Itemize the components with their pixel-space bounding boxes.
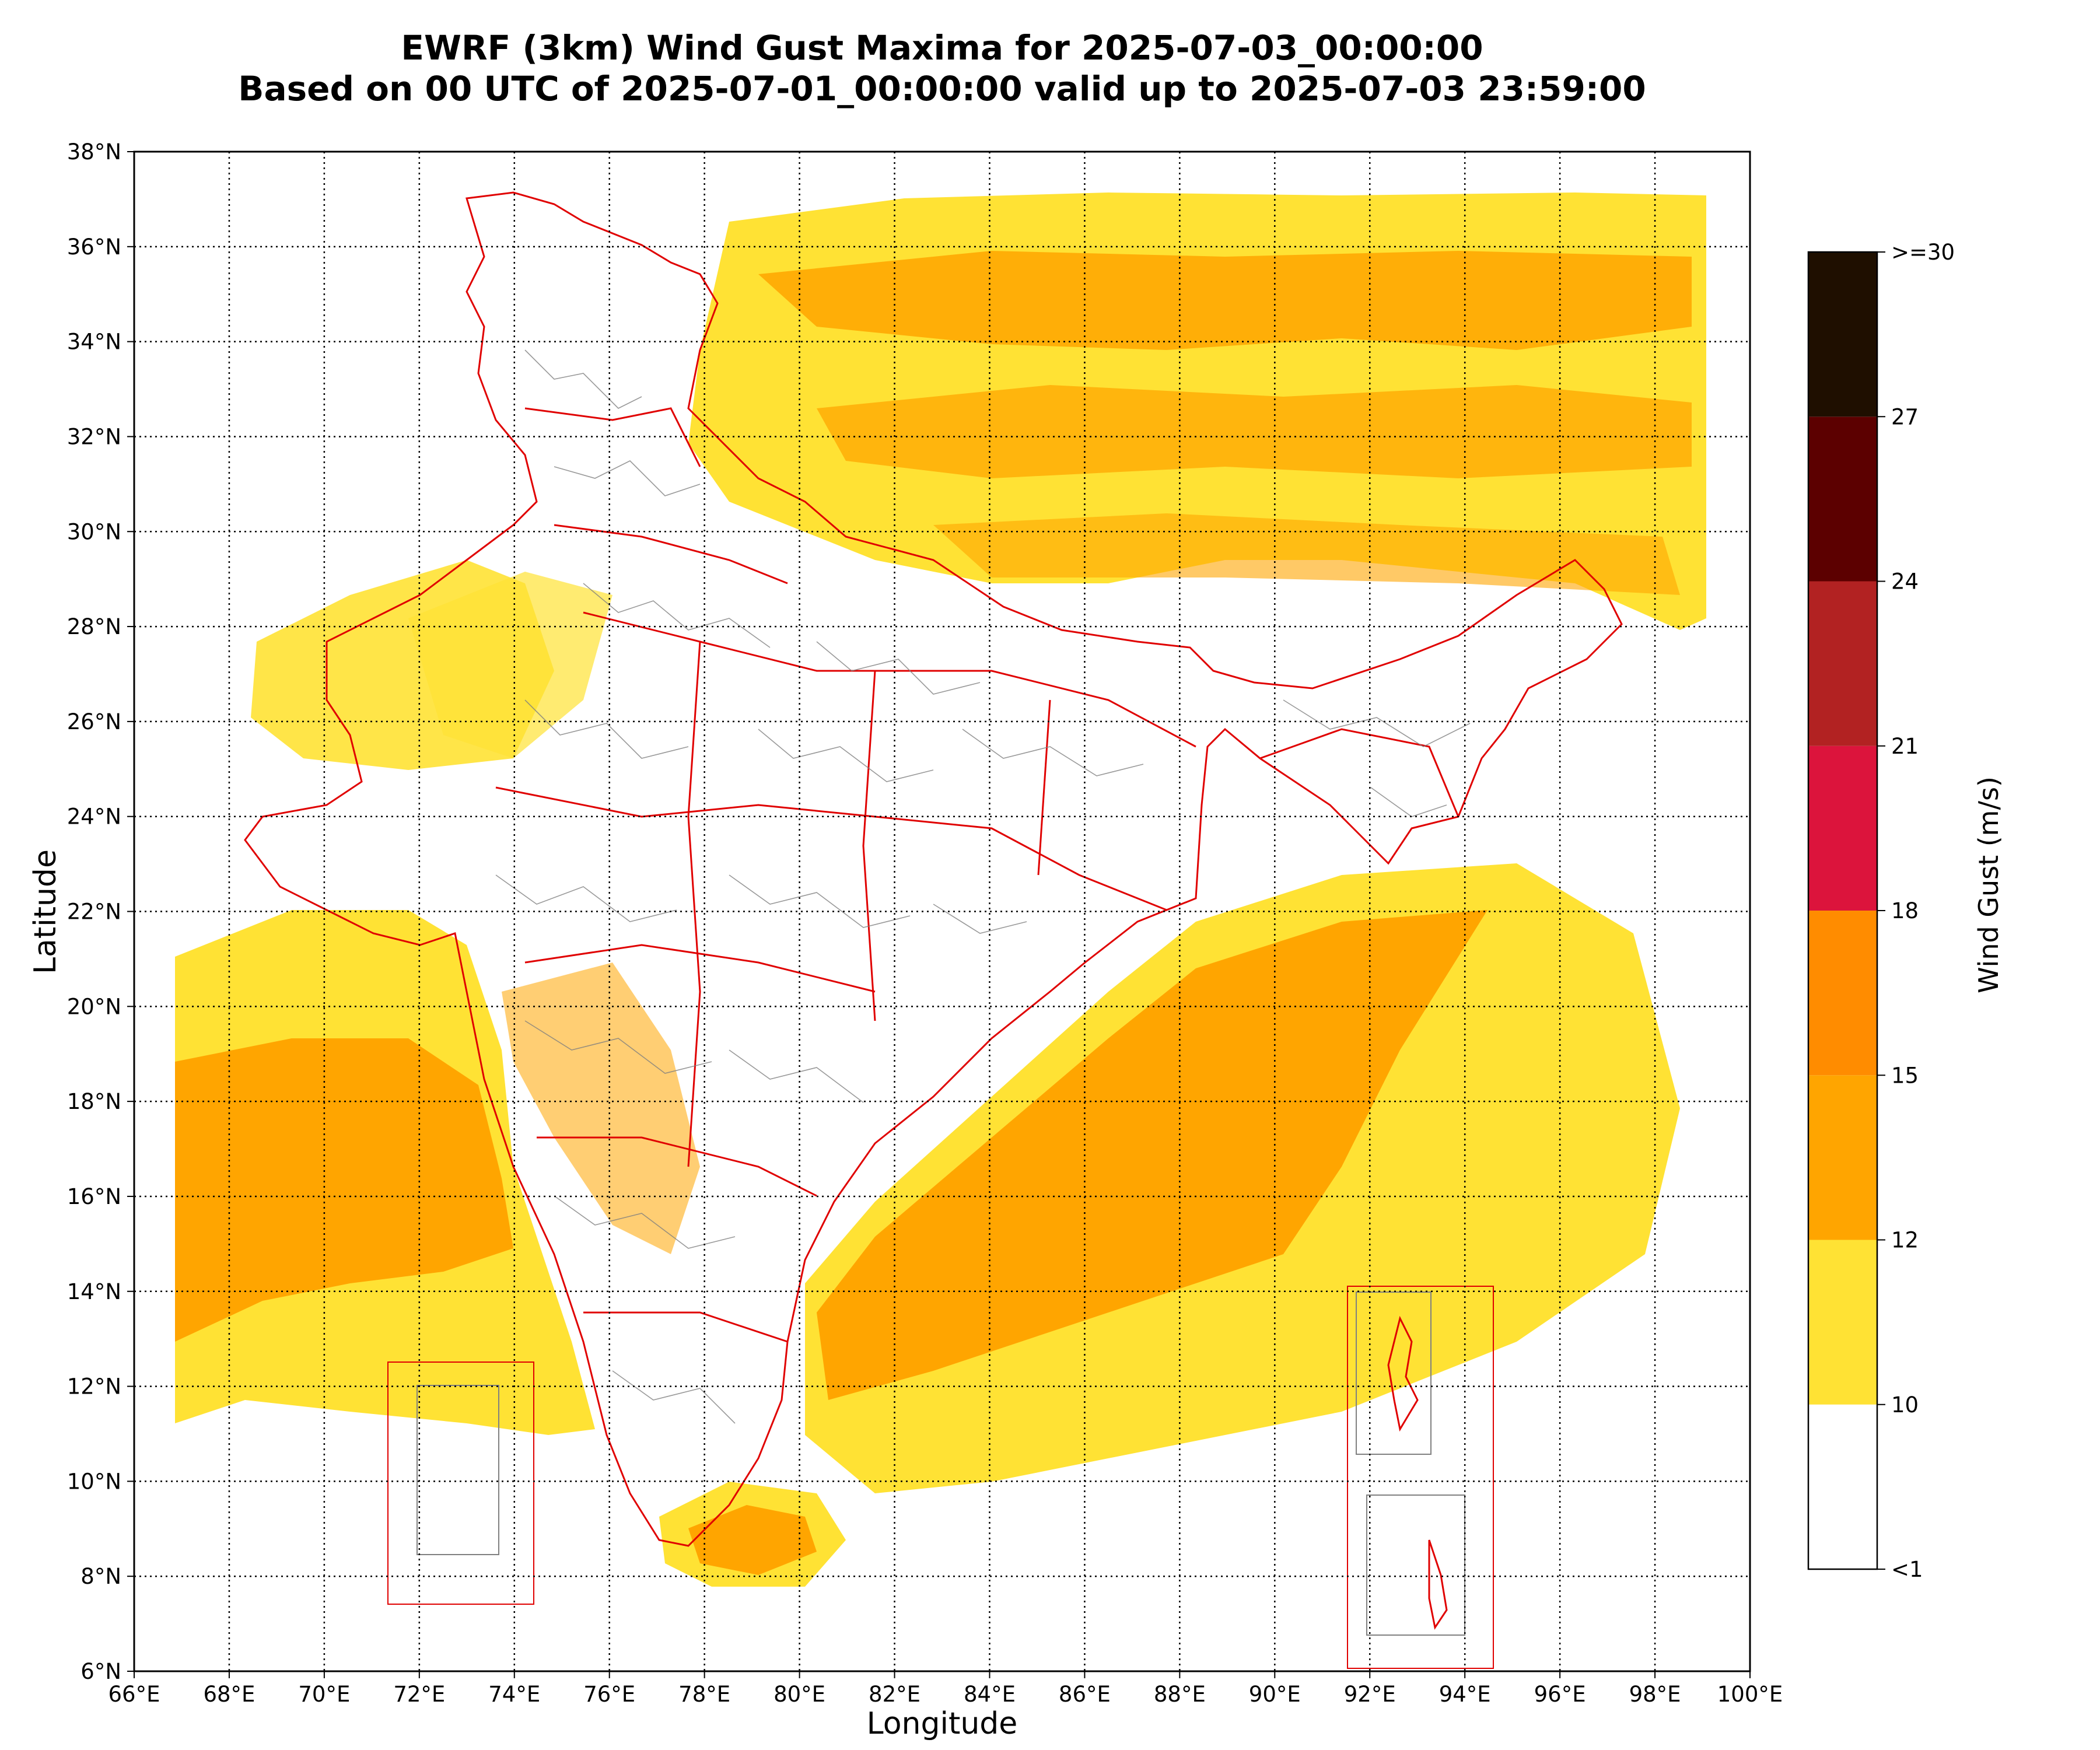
state-boundary — [687, 641, 701, 1167]
lat-tick-label: 34°N — [67, 330, 121, 355]
lon-tick-label: 70°E — [298, 1682, 350, 1707]
colorbar-tick-label: >=30 — [1891, 240, 1955, 265]
title-line-1: EWRF (3km) Wind Gust Maxima for 2025-07-… — [401, 28, 1483, 68]
india-boundary — [244, 191, 1623, 1547]
graticule — [134, 152, 1750, 1671]
lon-tick-label: 96°E — [1534, 1682, 1586, 1707]
lon-tick-label: 74°E — [488, 1682, 540, 1707]
gust-region-tibet-orange-2 — [817, 385, 1692, 478]
lat-tick-label: 26°N — [67, 709, 121, 734]
wind-gust-field — [175, 192, 1706, 1587]
lon-tick-label: 66°E — [108, 1682, 160, 1707]
colorbar-segment — [1808, 416, 1877, 582]
state-boundary — [524, 407, 701, 467]
state-boundary — [1037, 699, 1051, 876]
colorbar-tick-label: 21 — [1891, 734, 1919, 759]
state-boundary — [862, 670, 876, 1021]
lat-tick-label: 12°N — [67, 1374, 121, 1399]
colorbar-segment — [1808, 1404, 1877, 1569]
colorbar-segment — [1808, 252, 1877, 417]
lon-tick-label: 78°E — [678, 1682, 730, 1707]
latitude-ticks: 6°N 8°N 10°N 12°N 14°N 16°N 18°N 20°N 22°N 24°N 26… — [67, 139, 134, 1684]
gust-region-rajasthan-yellow — [408, 572, 612, 758]
country-outline — [244, 191, 1623, 1547]
lon-tick-label: 98°E — [1629, 1682, 1681, 1707]
lat-tick-label: 14°N — [67, 1279, 121, 1304]
lon-tick-label: 68°E — [203, 1682, 255, 1707]
lon-tick-label: 86°E — [1059, 1682, 1111, 1707]
lon-tick-label: 100°E — [1717, 1682, 1783, 1707]
lat-tick-label: 30°N — [67, 519, 121, 544]
inset-box — [1347, 1286, 1494, 1669]
lon-tick-label: 92°E — [1344, 1682, 1396, 1707]
gust-region-deccan-orange — [502, 963, 700, 1254]
colorbar-tick-label: 24 — [1891, 569, 1919, 594]
gust-region-tibet-orange-1 — [758, 251, 1692, 350]
inset-inner-box — [1356, 1292, 1432, 1455]
state-boundary — [524, 944, 876, 993]
colorbar-label: Wind Gust (m/s) — [1973, 776, 2004, 993]
colorbar: <1 10 12 15 18 21 24 27 >=30 — [1807, 240, 1955, 1582]
colorbar-tick-label: 18 — [1891, 898, 1919, 923]
inset-inner-box — [416, 1385, 499, 1555]
island-outline — [1428, 1539, 1448, 1630]
lon-tick-label: 88°E — [1154, 1682, 1206, 1707]
colorbar-segment — [1808, 1240, 1877, 1405]
lon-tick-label: 72°E — [393, 1682, 445, 1707]
colorbar-tick-label: 12 — [1891, 1228, 1919, 1253]
lon-tick-label: 76°E — [583, 1682, 635, 1707]
lat-tick-label: 20°N — [67, 994, 121, 1019]
colorbar-segment — [1808, 1075, 1877, 1240]
title-line-2: Based on 00 UTC of 2025-07-01_00:00:00 v… — [238, 69, 1646, 108]
map-panel — [134, 152, 1750, 1671]
island-outline — [1387, 1315, 1419, 1432]
colorbar-tick-label: 27 — [1891, 404, 1919, 429]
andaman-nicobar-inset — [1347, 1286, 1494, 1669]
lat-tick-label: 10°N — [67, 1469, 121, 1494]
lon-tick-label: 82°E — [869, 1682, 921, 1707]
lon-tick-label: 90°E — [1249, 1682, 1301, 1707]
x-axis-label: Longitude — [867, 1706, 1018, 1741]
lat-tick-label: 22°N — [67, 900, 121, 925]
lon-tick-label: 80°E — [774, 1682, 825, 1707]
district-boundaries — [495, 349, 1471, 1424]
colorbar-segment — [1808, 746, 1877, 911]
lat-tick-label: 24°N — [67, 804, 121, 830]
lakshadweep-inset — [387, 1362, 534, 1605]
gust-region-south-orange — [688, 1505, 817, 1575]
gust-region-bay-orange — [817, 910, 1488, 1400]
lat-tick-label: 6°N — [80, 1659, 121, 1684]
gust-region-tibet-orange-3 — [933, 513, 1680, 595]
colorbar-segment — [1808, 581, 1877, 746]
inset-box — [387, 1362, 534, 1605]
state-boundary — [1259, 728, 1460, 817]
lat-tick-label: 28°N — [67, 614, 121, 639]
lon-tick-label: 84°E — [964, 1682, 1016, 1707]
state-boundary — [583, 1311, 788, 1343]
colorbar-tick-label: 15 — [1891, 1063, 1919, 1088]
lat-tick-label: 8°N — [80, 1564, 121, 1589]
colorbar-tick-label: 10 — [1891, 1392, 1919, 1418]
lat-tick-label: 18°N — [67, 1089, 121, 1114]
lat-tick-label: 36°N — [67, 235, 121, 260]
colorbar-segment — [1808, 911, 1877, 1076]
colorbar-tick-label: <1 — [1891, 1557, 1923, 1582]
gust-region-arabian-orange — [175, 1038, 513, 1342]
state-boundary — [537, 1136, 817, 1197]
longitude-ticks: 66°E 68°E 70°E 72°E 74°E 76°E 78°E 80°E 82°E 84°E… — [108, 1671, 1783, 1707]
state-boundary — [583, 611, 1196, 748]
y-axis-label: Latitude — [28, 849, 63, 974]
lat-tick-label: 16°N — [67, 1184, 121, 1209]
lon-tick-label: 94°E — [1439, 1682, 1491, 1707]
lat-tick-label: 38°N — [67, 139, 121, 164]
lat-tick-label: 32°N — [67, 424, 121, 449]
